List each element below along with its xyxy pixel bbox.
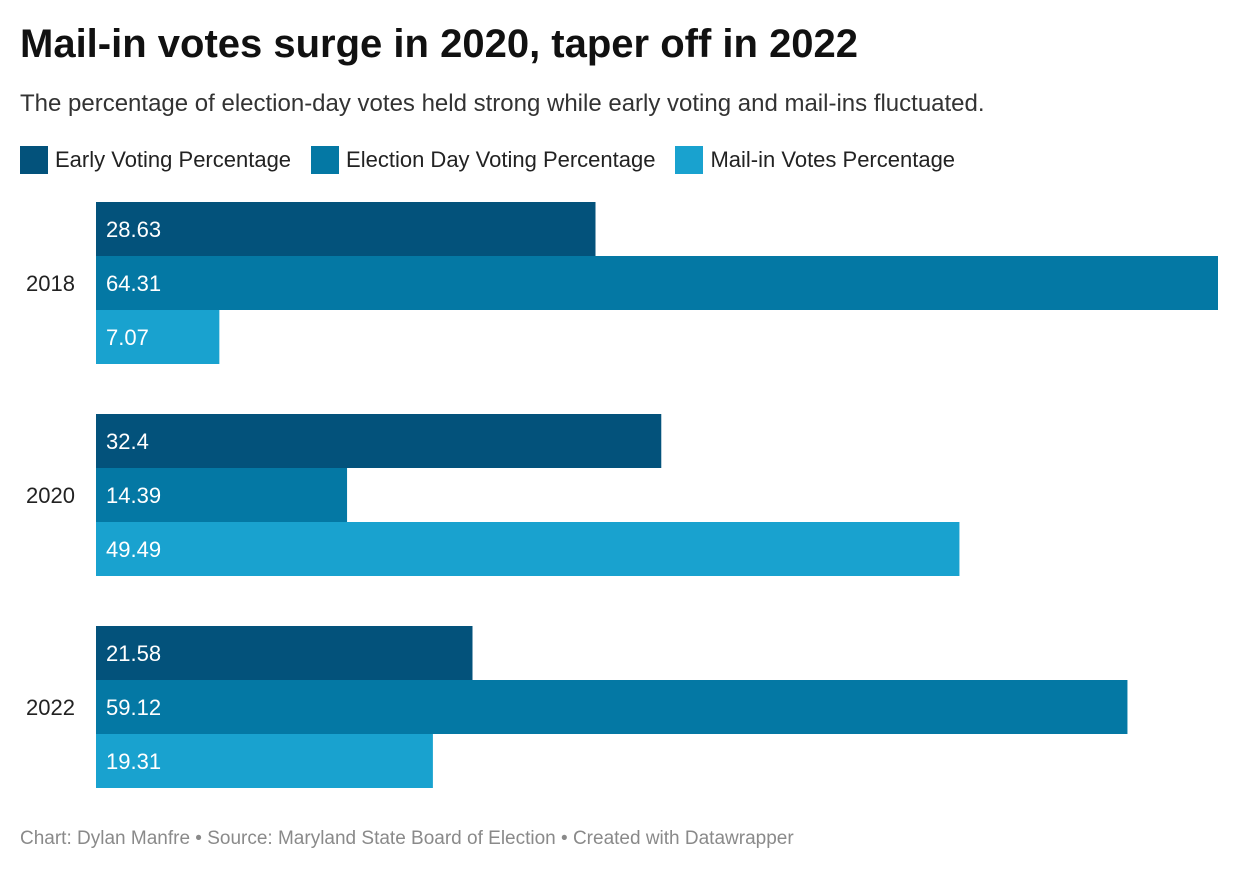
bar-2018-election-day xyxy=(96,256,1218,310)
bar-2022-mail-in xyxy=(96,734,433,788)
category-label-2018: 2018 xyxy=(26,271,75,296)
data-label-2020-election-day: 14.39 xyxy=(106,483,161,508)
bar-2020-early-voting xyxy=(96,414,662,468)
bar-2022-early-voting xyxy=(96,626,473,680)
bar-2022-election-day xyxy=(96,680,1128,734)
data-label-2022-mail-in: 19.31 xyxy=(106,749,161,774)
category-label-2020: 2020 xyxy=(26,483,75,508)
legend-swatch-mail-in xyxy=(675,146,704,174)
legend-item-election-day: Election Day Voting Percentage xyxy=(311,146,655,174)
legend-label-early-voting: Early Voting Percentage xyxy=(55,147,292,172)
bar-2018-early-voting xyxy=(96,202,596,256)
legend-item-early-voting: Early Voting Percentage xyxy=(20,146,291,174)
legend-swatch-early-voting xyxy=(20,146,48,174)
chart-footer-credit: Chart: Dylan Manfre • Source: Maryland S… xyxy=(20,828,794,849)
data-label-2018-mail-in: 7.07 xyxy=(106,325,149,350)
data-label-2022-election-day: 59.12 xyxy=(106,695,161,720)
bar-2018-mail-in xyxy=(96,310,220,364)
bar-2020-mail-in xyxy=(96,522,960,576)
data-label-2020-mail-in: 49.49 xyxy=(106,537,161,562)
legend-label-election-day: Election Day Voting Percentage xyxy=(346,147,656,172)
legend-item-mail-in: Mail-in Votes Percentage xyxy=(675,146,955,174)
data-label-2018-early-voting: 28.63 xyxy=(106,217,161,242)
category-label-2022: 2022 xyxy=(26,695,75,720)
bar-2020-election-day xyxy=(96,468,348,522)
legend-swatch-election-day xyxy=(311,146,340,174)
legend: Early Voting Percentage Election Day Vot… xyxy=(20,146,975,174)
data-label-2022-early-voting: 21.58 xyxy=(106,641,161,666)
chart-subtitle: The percentage of election-day votes hel… xyxy=(20,90,985,117)
chart-title: Mail-in votes surge in 2020, taper off i… xyxy=(20,22,859,66)
data-label-2020-early-voting: 32.4 xyxy=(106,429,149,454)
legend-label-mail-in: Mail-in Votes Percentage xyxy=(710,147,956,172)
data-label-2018-election-day: 64.31 xyxy=(106,271,161,296)
